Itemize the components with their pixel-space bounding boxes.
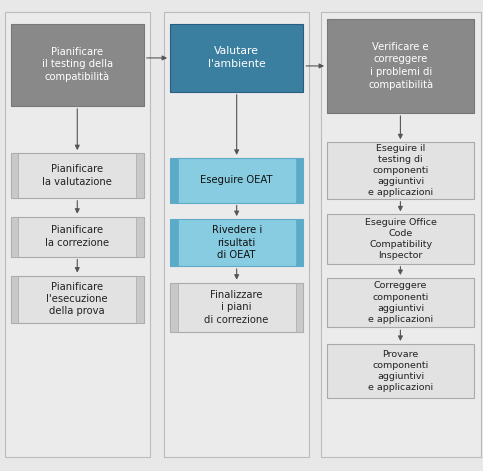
Bar <box>164 12 309 457</box>
Bar <box>327 19 474 113</box>
Bar <box>136 217 144 257</box>
Bar <box>296 283 303 332</box>
Text: Finalizzare
i piani
di correzione: Finalizzare i piani di correzione <box>204 290 269 325</box>
Bar <box>11 153 18 198</box>
Text: Pianificare
la valutazione: Pianificare la valutazione <box>43 164 112 187</box>
Text: Rivedere i
risultati
di OEAT: Rivedere i risultati di OEAT <box>212 225 262 260</box>
Bar <box>11 217 18 257</box>
Bar <box>321 12 481 457</box>
Bar <box>170 219 303 266</box>
Text: Valutare
l'ambiente: Valutare l'ambiente <box>208 47 266 69</box>
Text: Eseguire il
testing di
componenti
aggiuntivi
e applicazioni: Eseguire il testing di componenti aggiun… <box>368 144 433 197</box>
Bar <box>5 12 150 457</box>
Bar <box>11 276 144 323</box>
Bar <box>296 158 303 203</box>
Bar <box>170 24 303 92</box>
Bar <box>327 142 474 199</box>
Bar <box>170 283 178 332</box>
Bar <box>11 153 144 198</box>
Text: Eseguire Office
Code
Compatibility
Inspector: Eseguire Office Code Compatibility Inspe… <box>365 218 437 260</box>
Text: Pianificare
l'esecuzione
della prova: Pianificare l'esecuzione della prova <box>46 282 108 317</box>
Bar <box>327 344 474 398</box>
Bar <box>170 283 303 332</box>
Text: Verificare e
correggere
i problemi di
compatibilità: Verificare e correggere i problemi di co… <box>368 42 433 90</box>
Bar <box>170 158 303 203</box>
Bar <box>296 219 303 266</box>
Bar <box>170 219 178 266</box>
Text: Pianificare
il testing della
compatibilità: Pianificare il testing della compatibili… <box>42 47 113 82</box>
Text: Eseguire OEAT: Eseguire OEAT <box>200 175 273 185</box>
Bar <box>327 214 474 264</box>
Bar <box>11 24 144 106</box>
Bar <box>136 276 144 323</box>
Bar <box>11 217 144 257</box>
Bar <box>11 276 18 323</box>
Text: Correggere
componenti
aggiuntivi
e applicazioni: Correggere componenti aggiuntivi e appli… <box>368 282 433 324</box>
Bar <box>136 153 144 198</box>
Text: Provare
componenti
aggiuntivi
e applicazioni: Provare componenti aggiuntivi e applicaz… <box>368 350 433 392</box>
Bar <box>170 158 178 203</box>
Text: Pianificare
la correzione: Pianificare la correzione <box>45 226 109 248</box>
Bar <box>327 278 474 327</box>
